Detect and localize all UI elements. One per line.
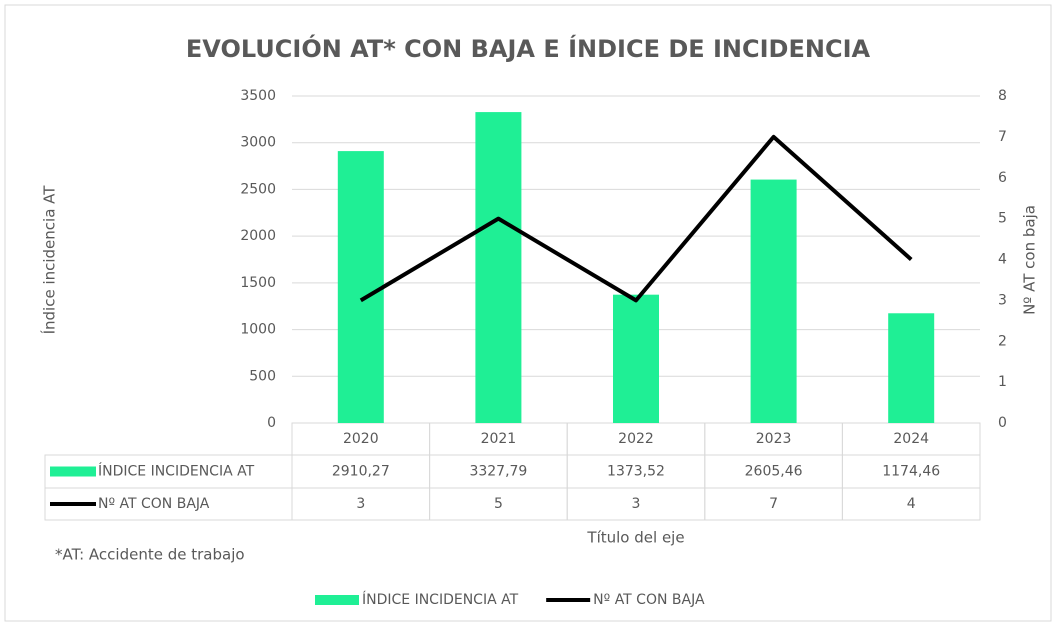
y2-tick-label: 2 — [998, 333, 1007, 349]
x-tick-label: 2022 — [618, 431, 654, 447]
y2-tick-label: 4 — [998, 252, 1007, 268]
table-value: 7 — [769, 496, 778, 512]
legend-label: ÍNDICE INCIDENCIA AT — [362, 591, 519, 608]
x-tick-label: 2024 — [893, 431, 929, 447]
table-value: 3327,79 — [469, 464, 527, 480]
y-tick-label: 2000 — [240, 228, 276, 244]
y-tick-label: 500 — [249, 368, 276, 384]
chart-title: EVOLUCIÓN AT* CON BAJA E ÍNDICE DE INCID… — [186, 33, 871, 63]
table-legend-key — [50, 466, 96, 477]
legend-key — [315, 595, 359, 605]
table-value: 4 — [907, 496, 916, 512]
table-value: 3 — [356, 496, 365, 512]
table-value: 3 — [632, 496, 641, 512]
y2-tick-label: 5 — [998, 211, 1007, 227]
x-tick-label: 2021 — [481, 431, 517, 447]
bar — [888, 313, 935, 423]
table-value: 1174,46 — [882, 464, 940, 480]
y-tick-label: 1000 — [240, 322, 276, 338]
y2-tick-label: 8 — [998, 88, 1007, 104]
x-tick-label: 2023 — [756, 431, 792, 447]
table-legend-label: ÍNDICE INCIDENCIA AT — [98, 463, 255, 480]
table-legend-label: Nº AT CON BAJA — [98, 496, 210, 512]
table-cell — [841, 487, 981, 521]
table-value: 5 — [494, 496, 503, 512]
table-value: 2605,46 — [745, 464, 803, 480]
y2-tick-label: 0 — [998, 415, 1007, 431]
table-value: 1373,52 — [607, 464, 665, 480]
y2-tick-label: 3 — [998, 292, 1007, 308]
y-axis-title: Índice incidencia AT — [40, 185, 59, 335]
bar — [475, 112, 522, 424]
bar — [750, 179, 797, 423]
y2-tick-label: 6 — [998, 170, 1007, 186]
x-axis-title: Título del eje — [586, 529, 684, 547]
legend-label: Nº AT CON BAJA — [593, 592, 705, 608]
bar — [337, 151, 384, 423]
x-tick-label: 2020 — [343, 431, 379, 447]
table-value: 2910,27 — [332, 464, 390, 480]
bar — [613, 294, 659, 423]
y-tick-label: 3000 — [240, 135, 276, 151]
y2-tick-label: 7 — [998, 129, 1007, 145]
chart-frame — [4, 4, 1052, 622]
table-cell — [44, 487, 293, 521]
line — [359, 134, 913, 303]
y-tick-label: 3500 — [240, 88, 276, 104]
y-tick-label: 1500 — [240, 275, 276, 291]
y-tick-label: 2500 — [240, 181, 276, 197]
footnote: *AT: Accidente de trabajo — [55, 546, 245, 564]
y-tick-label: 0 — [267, 415, 276, 431]
y2-tick-label: 1 — [998, 374, 1007, 390]
y2-axis-title: Nº AT con baja — [1021, 205, 1039, 315]
